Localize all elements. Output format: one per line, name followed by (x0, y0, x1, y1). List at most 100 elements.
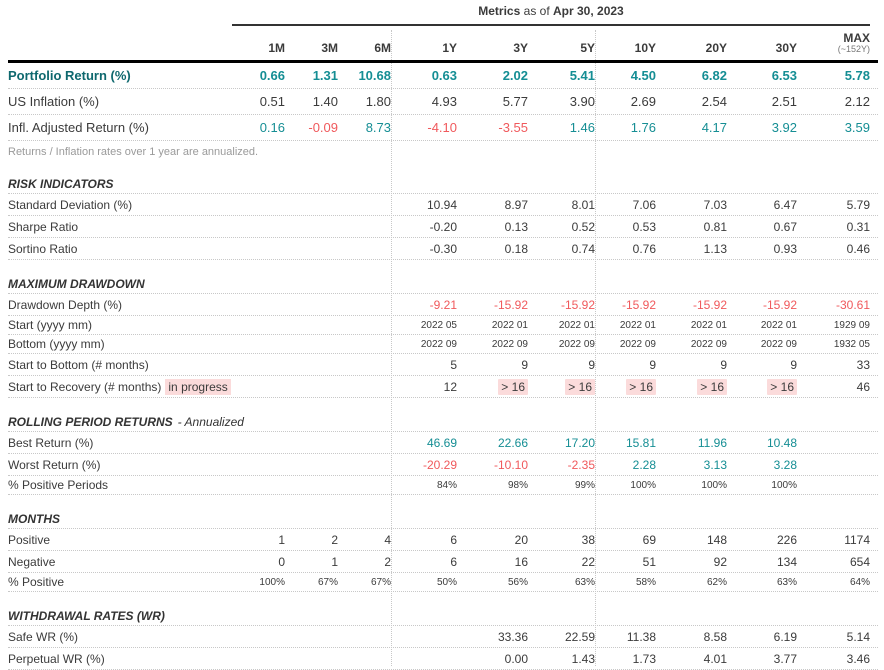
column-header-30y: 30Y (727, 41, 797, 55)
table-cell: 6.19 (773, 629, 797, 644)
table-cell: 3.46 (846, 651, 870, 666)
highlighted-value: > 16 (498, 378, 528, 395)
table-cell: 2022 09 (491, 338, 528, 350)
table-cell: 22 (581, 554, 595, 569)
table-cell: 2022 01 (760, 319, 797, 331)
table-cell: 1.80 (365, 94, 391, 110)
table-cell: 1.46 (569, 120, 595, 136)
table-cell: > 16 (528, 378, 595, 395)
table-cell: 0.31 (846, 219, 870, 234)
table-cell: 1.73 (632, 651, 656, 666)
max-period-subnote: (~152Y) (837, 44, 870, 55)
table-cell: 67% (317, 576, 338, 588)
column-header-20y: 20Y (656, 41, 727, 55)
table-cell: 8.73 (365, 120, 391, 136)
table-cell: 51 (642, 554, 656, 569)
column-header-label: 3Y (513, 40, 528, 55)
section-title: ROLLING PERIOD RETURNS - Annualized (8, 412, 878, 433)
table-row: US Inflation (%) 0.51 1.40 1.80 4.93 5.77 3.90… (8, 89, 878, 116)
row-label: Perpetual WR (%) (8, 651, 105, 666)
table-cell: 0.51 (259, 94, 285, 110)
table-cell: 100% (259, 576, 285, 588)
table-cell: 0.00 (504, 651, 528, 666)
table-row: Infl. Adjusted Return (%) 0.16 -0.09 8.73 -4… (8, 115, 878, 142)
column-header-1y: 1Y (391, 41, 457, 55)
table-cell: 63% (776, 576, 797, 588)
table-cell: 22.66 (497, 435, 528, 450)
table-row: % Positive 100% 67% 67% 50% 56% 63% 58% 62% 63% 64… (8, 573, 878, 593)
highlighted-value: > 16 (626, 378, 656, 395)
column-header-row: 1M 3M 6M 1Y 3Y 5Y 10Y 20Y 30Y MAX (~152Y) (8, 26, 878, 64)
row-label: Sortino Ratio (8, 241, 78, 256)
table-cell: -0.20 (429, 219, 457, 234)
table-cell: 1.43 (571, 651, 595, 666)
table-cell: > 16 (727, 378, 797, 395)
table-cell: -9.21 (429, 297, 457, 312)
table-cell: 0 (278, 554, 285, 569)
section-title: WITHDRAWAL RATES (WR) (8, 606, 878, 627)
row-label: Infl. Adjusted Return (%) (8, 120, 149, 136)
table-cell: 4 (384, 532, 391, 547)
row-label: Drawdown Depth (%) (8, 297, 123, 312)
table-cell: 2.51 (771, 94, 797, 110)
table-cell: -15.92 (560, 297, 595, 312)
table-cell: 0.18 (504, 241, 528, 256)
table-cell: 98% (507, 479, 528, 491)
column-header-1m: 1M (232, 41, 285, 55)
table-cell: 38 (581, 532, 595, 547)
table-cell: 4.93 (431, 94, 457, 110)
table-cell: 9 (790, 357, 797, 372)
table-cell: 2 (331, 532, 338, 547)
table-cell: -15.92 (621, 297, 656, 312)
row-label: Standard Deviation (%) (8, 197, 133, 212)
table-cell: 9 (588, 357, 595, 372)
table-cell: 9 (521, 357, 528, 372)
table-cell: 2 (384, 554, 391, 569)
row-label: Best Return (%) (8, 435, 94, 450)
table-row: Perpetual WR (%) 0.00 1.43 1.73 4.01 3.77 3.46 (8, 648, 878, 670)
table-cell: 100% (701, 479, 727, 491)
table-cell: 50% (436, 576, 457, 588)
table-row: Worst Return (%) -20.29 -10.10 -2.35 2.28 3.1… (8, 454, 878, 477)
table-cell: 0.52 (571, 219, 595, 234)
table-cell: 148 (706, 532, 727, 547)
table-cell: 2.28 (632, 457, 656, 472)
row-label: % Positive (8, 575, 65, 590)
table-cell: 11.96 (697, 435, 727, 450)
table-row: % Positive Periods 84% 98% 99% 100% 100% 100% (8, 476, 878, 496)
section-title-suffix: - Annualized (177, 415, 244, 430)
table-row: Start to Recovery (# months) in progress 1… (8, 376, 878, 399)
group-separator (595, 30, 596, 667)
table-cell: -4.10 (427, 120, 457, 136)
table-cell: > 16 (656, 378, 727, 395)
table-row: Standard Deviation (%) 10.94 8.97 8.01 7.06 7… (8, 194, 878, 217)
row-label: Sharpe Ratio (8, 219, 79, 234)
row-label: % Positive Periods (8, 478, 109, 493)
section-title: RISK INDICATORS (8, 174, 878, 195)
table-cell: 2022 09 (690, 338, 727, 350)
table-cell: 1 (278, 532, 285, 547)
table-cell: 5.79 (846, 197, 870, 212)
table-cell: -0.09 (308, 120, 338, 136)
table-cell: 0.81 (703, 219, 727, 234)
table-cell: -2.35 (567, 457, 595, 472)
column-header-label: MAX (843, 31, 870, 45)
table-cell: 2022 01 (690, 319, 727, 331)
highlighted-value: > 16 (697, 378, 727, 395)
column-header-label: 5Y (580, 40, 595, 55)
table-cell: 17.20 (564, 435, 595, 450)
table-cell: 92 (713, 554, 727, 569)
table-row: Sharpe Ratio -0.20 0.13 0.52 0.53 0.81 0.67 0.3… (8, 216, 878, 239)
section-title: MONTHS (8, 509, 878, 530)
table-cell: 0.53 (632, 219, 656, 234)
table-cell: 2022 09 (619, 338, 656, 350)
table-cell: -0.30 (429, 241, 457, 256)
table-cell: > 16 (457, 378, 528, 395)
table-cell: 69 (642, 532, 656, 547)
table-cell: 62% (706, 576, 727, 588)
table-cell: 64% (849, 576, 870, 588)
table-cell: 3.90 (569, 94, 595, 110)
table-cell: 0.67 (773, 219, 797, 234)
table-cell: 33.36 (497, 629, 528, 644)
